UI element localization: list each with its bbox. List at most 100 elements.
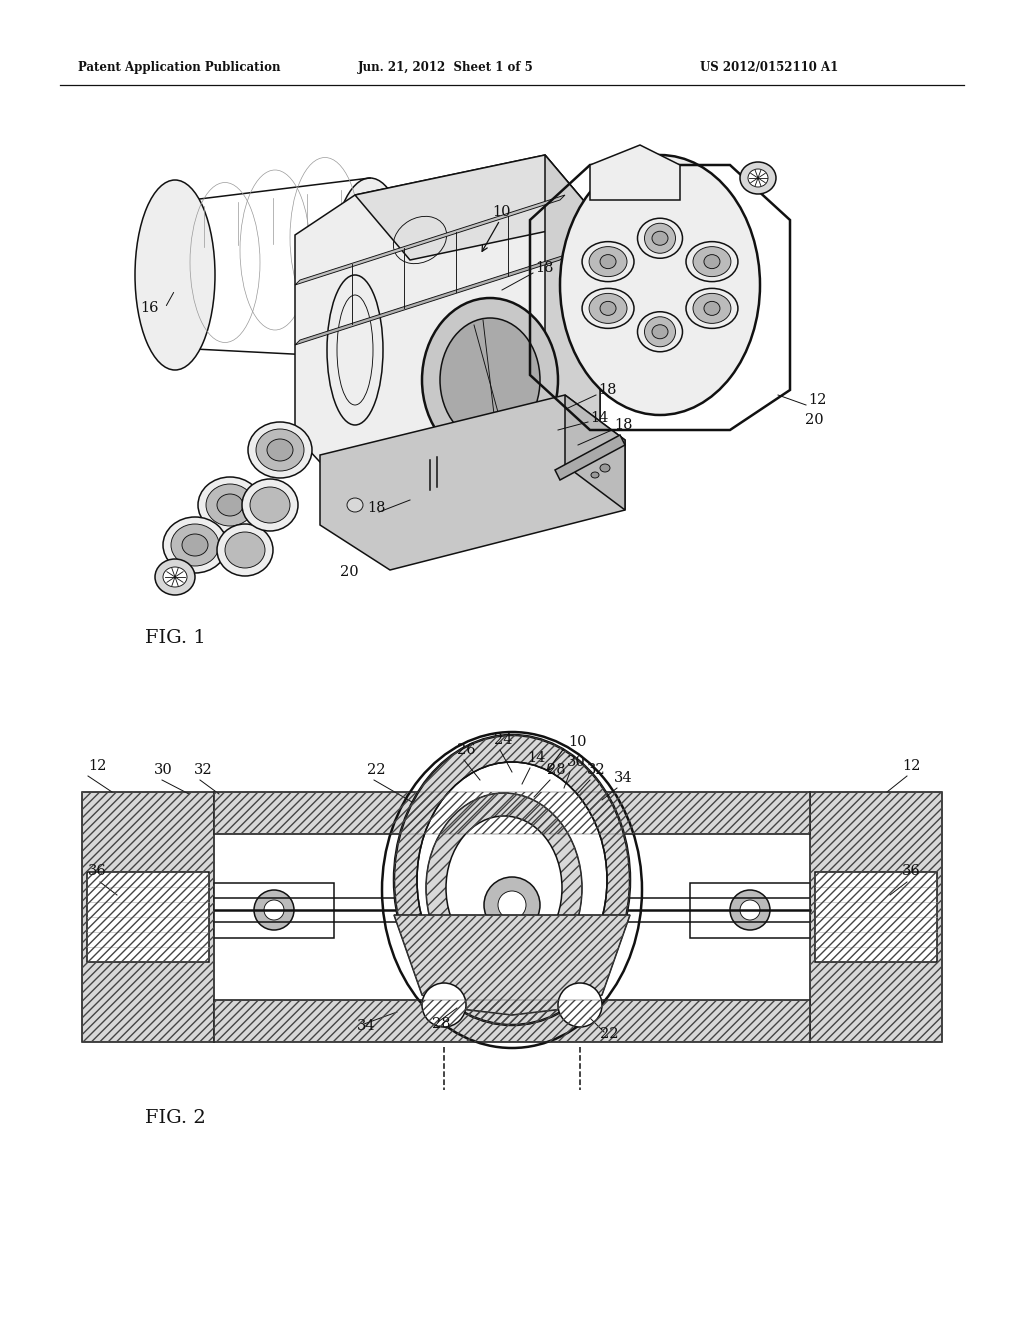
Polygon shape [555, 436, 625, 480]
Text: 12: 12 [88, 759, 106, 774]
Text: 34: 34 [614, 771, 633, 785]
Ellipse shape [582, 447, 598, 462]
Ellipse shape [644, 223, 676, 253]
Ellipse shape [600, 465, 610, 473]
Polygon shape [295, 154, 600, 500]
Ellipse shape [225, 532, 265, 568]
Text: FIG. 2: FIG. 2 [145, 1109, 206, 1127]
Text: 36: 36 [902, 865, 921, 878]
Ellipse shape [182, 535, 208, 556]
Ellipse shape [135, 180, 215, 370]
Ellipse shape [644, 317, 676, 347]
Text: 18: 18 [598, 383, 616, 397]
Text: 18: 18 [367, 502, 385, 515]
Ellipse shape [703, 301, 720, 315]
Polygon shape [545, 154, 600, 459]
Bar [82, 792, 214, 1041]
Ellipse shape [242, 479, 298, 531]
Ellipse shape [686, 242, 738, 281]
Ellipse shape [254, 890, 294, 931]
Text: 28: 28 [547, 763, 565, 777]
Bar [214, 792, 810, 834]
Ellipse shape [560, 154, 760, 414]
Ellipse shape [582, 288, 634, 329]
Ellipse shape [686, 288, 738, 329]
Polygon shape [319, 395, 625, 570]
Ellipse shape [206, 484, 254, 525]
Ellipse shape [446, 816, 562, 960]
Text: 14: 14 [527, 751, 546, 766]
Polygon shape [394, 915, 630, 1015]
Bar [214, 792, 810, 834]
Text: 22: 22 [367, 763, 385, 777]
Text: US 2012/0152110 A1: US 2012/0152110 A1 [700, 62, 839, 74]
Text: 12: 12 [902, 759, 921, 774]
Ellipse shape [638, 312, 683, 351]
Ellipse shape [730, 890, 770, 931]
Ellipse shape [589, 293, 627, 323]
Polygon shape [295, 195, 565, 285]
Ellipse shape [558, 983, 602, 1027]
Text: 20: 20 [340, 565, 358, 579]
Polygon shape [590, 145, 680, 201]
Ellipse shape [498, 891, 526, 919]
Ellipse shape [591, 473, 599, 478]
Text: Jun. 21, 2012  Sheet 1 of 5: Jun. 21, 2012 Sheet 1 of 5 [358, 62, 534, 74]
Text: 36: 36 [88, 865, 106, 878]
Text: 30: 30 [567, 755, 586, 770]
Ellipse shape [347, 498, 362, 512]
Ellipse shape [589, 247, 627, 277]
Ellipse shape [638, 218, 683, 259]
Ellipse shape [250, 487, 290, 523]
Polygon shape [295, 255, 565, 345]
Bar [810, 792, 942, 1041]
Ellipse shape [740, 900, 760, 920]
Ellipse shape [422, 298, 558, 462]
Ellipse shape [740, 162, 776, 194]
Ellipse shape [426, 793, 582, 983]
Ellipse shape [332, 178, 408, 358]
Ellipse shape [394, 735, 630, 1026]
Text: 30: 30 [154, 763, 173, 777]
Ellipse shape [256, 429, 304, 471]
Ellipse shape [217, 494, 243, 516]
Text: Patent Application Publication: Patent Application Publication [78, 62, 281, 74]
Bar [815, 873, 937, 962]
Bar [214, 883, 334, 939]
Bar [690, 883, 810, 939]
Bar [214, 1001, 810, 1041]
Text: 28: 28 [432, 1016, 451, 1031]
Ellipse shape [582, 242, 634, 281]
Ellipse shape [163, 568, 187, 587]
Bar [82, 792, 214, 1041]
Ellipse shape [248, 422, 312, 478]
Text: 10: 10 [492, 205, 511, 219]
Text: 14: 14 [590, 411, 608, 425]
Bar [214, 1001, 810, 1041]
Text: 20: 20 [805, 413, 823, 426]
Text: 10: 10 [568, 735, 587, 748]
Text: 26: 26 [457, 743, 475, 756]
Text: 12: 12 [808, 393, 826, 407]
Text: 16: 16 [140, 301, 159, 315]
Ellipse shape [264, 900, 284, 920]
Ellipse shape [198, 477, 262, 533]
Ellipse shape [422, 983, 466, 1027]
Ellipse shape [267, 440, 293, 461]
Text: 34: 34 [357, 1019, 376, 1034]
Polygon shape [355, 154, 600, 260]
Ellipse shape [652, 325, 668, 339]
Text: 24: 24 [494, 733, 512, 747]
Polygon shape [565, 395, 625, 510]
Text: 18: 18 [614, 418, 633, 432]
Bar [810, 792, 942, 1041]
Ellipse shape [693, 247, 731, 277]
Text: FIG. 1: FIG. 1 [145, 630, 206, 647]
Ellipse shape [163, 517, 227, 573]
Ellipse shape [171, 524, 219, 566]
Ellipse shape [693, 293, 731, 323]
Text: 32: 32 [194, 763, 213, 777]
Text: 32: 32 [587, 763, 605, 777]
Ellipse shape [600, 255, 616, 269]
Ellipse shape [600, 301, 616, 315]
